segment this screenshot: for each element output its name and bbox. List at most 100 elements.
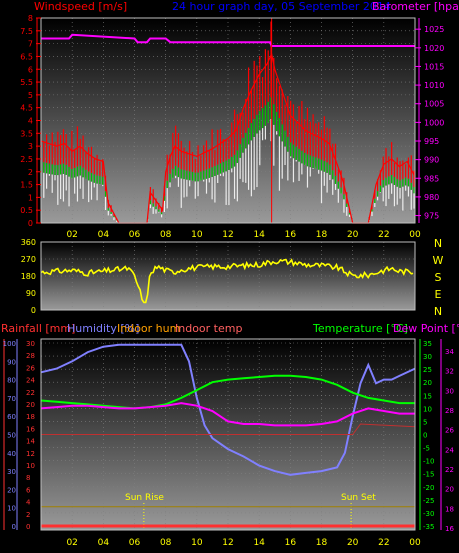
compass-label-e: E [435, 288, 442, 301]
temp-x-tick-label: 06 [129, 538, 141, 548]
temperature-tick-label: -30 [423, 510, 434, 518]
temp-panel-axes: 3028262422201816141210864201009080706050… [3, 339, 454, 533]
rainfall-tick-label: 4 [26, 499, 31, 507]
barometer-line [41, 33, 415, 47]
barometer-y-tick-label: 1020 [424, 44, 444, 53]
wind-y-tick-label: 8 [28, 14, 33, 23]
wind-y-tick-label: 4.5 [20, 104, 33, 113]
rainfall-tick-label: 12 [26, 450, 35, 458]
temp-x-tick-label: 14 [253, 538, 265, 548]
rainfall-tick-label: 22 [26, 389, 35, 397]
wind-x-tick-label: 12 [222, 230, 233, 240]
rainfall-label: Rainfall [mm] [1, 322, 75, 335]
barometer-y-axis: 1025 1020 1015 1010 1005 1000 995 990 985 980 975 [415, 18, 444, 223]
temp-x-tick-label: 20 [347, 538, 359, 548]
indoor-temp-tick-label: 24 [445, 446, 454, 454]
indoor-temp-tick-label: 30 [445, 387, 454, 395]
direction-y-tick-label: 360 [21, 238, 36, 247]
indoor-temp-tick-label: 18 [445, 505, 454, 513]
dew-point-line [40, 402, 415, 427]
indoor-temp-tick-label: 32 [445, 368, 454, 376]
wind-y-tick-label: 5 [28, 91, 33, 100]
compass-label-n: N [434, 305, 442, 318]
wind-x-axis: 02 04 06 08 10 12 14 16 18 20 22 00 [66, 230, 421, 240]
wind-y-tick-label: 3 [28, 142, 33, 151]
wind-panel-background [41, 18, 415, 223]
rainfall-tick-label: 2 [26, 511, 30, 519]
humidity-tick-label: 100 [3, 340, 16, 348]
temperature-tick-label: 30 [423, 353, 432, 361]
barometer-y-tick-label: 980 [424, 193, 439, 202]
wind-x-tick-label: 04 [98, 230, 110, 240]
rainfall-tick-label: 16 [26, 425, 35, 433]
humidity-tick-label: 10 [7, 505, 16, 513]
wind-y-axis: 8 7.5 7 6.5 6 5.5 5 4.5 4 3.5 3 2.5 2 1.5 1 0.5 0 [20, 14, 41, 228]
rainfall-tick-label: 30 [26, 340, 35, 348]
dew-point-label: Dew Point [°C] [393, 322, 459, 335]
humidity-label: Humidity [%] [67, 322, 139, 335]
temp-x-tick-label: 16 [285, 538, 297, 548]
temperature-tick-label: -20 [423, 484, 434, 492]
barometer-y-tick-label: 1025 [424, 25, 444, 34]
wind-direction-series [40, 258, 414, 304]
temperature-tick-label: 25 [423, 366, 432, 374]
indoor-temp-tick-label: 16 [445, 525, 454, 533]
temp-x-tick-label: 02 [66, 538, 77, 548]
temp-humidity-series [40, 343, 416, 528]
humidity-tick-label: 60 [7, 413, 16, 421]
indoor-temp-tick-label: 28 [445, 407, 454, 415]
compass-label-s: S [435, 271, 442, 284]
temperature-tick-label: 5 [423, 418, 427, 426]
wind-y-tick-label: 1 [28, 193, 33, 202]
humidity-tick-label: 0 [12, 523, 16, 531]
wind-y-tick-label: 3.5 [20, 129, 33, 138]
indoor-temp-line [41, 423, 416, 435]
chart-title: 24 hour graph day, 05 September 2014 [172, 0, 391, 13]
temp-x-tick-label: 22 [378, 538, 389, 548]
wind-x-tick-label: 08 [160, 230, 172, 240]
indoor-temp-tick-label: 34 [445, 348, 454, 356]
wind-y-tick-label: 2 [28, 168, 33, 177]
direction-y-tick-label: 270 [21, 255, 36, 264]
temp-x-tick-label: 08 [160, 538, 172, 548]
humidity-tick-label: 30 [7, 468, 16, 476]
wind-x-tick-label: 20 [347, 230, 359, 240]
rainfall-tick-label: 26 [26, 364, 35, 372]
wind-direction-line [40, 258, 414, 304]
temp-x-tick-label: 00 [409, 538, 421, 548]
humidity-tick-label: 50 [7, 432, 16, 440]
wind-y-tick-label: 4 [28, 117, 33, 126]
wind-speed-series [40, 21, 416, 224]
wind-y-tick-label: 1.5 [20, 181, 33, 190]
rainfall-tick-label: 14 [26, 438, 35, 446]
wind-y-tick-label: 7.5 [20, 27, 33, 36]
rainfall-tick-label: 18 [26, 413, 35, 421]
direction-y-axis: 360 270 180 90 0 [21, 238, 36, 315]
barometer-y-tick-label: 995 [424, 137, 439, 146]
rainfall-tick-label: 6 [26, 486, 31, 494]
wind-x-tick-label: 00 [409, 230, 421, 240]
temperature-tick-label: 0 [423, 432, 427, 440]
wind-x-tick-label: 22 [378, 230, 389, 240]
indoor-temp-tick-label: 20 [445, 486, 454, 494]
temperature-tick-label: 35 [423, 340, 432, 348]
temperature-tick-label: 20 [423, 379, 432, 387]
barometer-y-tick-label: 1010 [424, 81, 444, 90]
rainfall-tick-label: 20 [26, 401, 35, 409]
rainfall-tick-label: 8 [26, 474, 30, 482]
wind-y-tick-label: 0.5 [20, 206, 33, 215]
wind-y-tick-label: 0 [28, 219, 33, 228]
rainfall-tick-label: 10 [26, 462, 35, 470]
barometer-y-tick-label: 990 [424, 156, 439, 165]
temperature-tick-label: -35 [423, 523, 434, 531]
wind-y-tick-label: 2.5 [20, 155, 33, 164]
temp-panel-frame [40, 338, 416, 531]
rainfall-tick-label: 24 [26, 377, 35, 385]
temp-x-tick-label: 10 [191, 538, 203, 548]
humidity-tick-label: 20 [7, 486, 16, 494]
wind-y-tick-label: 5.5 [20, 78, 33, 87]
temperature-tick-label: -15 [423, 471, 434, 479]
direction-y-tick-label: 0 [31, 306, 36, 315]
